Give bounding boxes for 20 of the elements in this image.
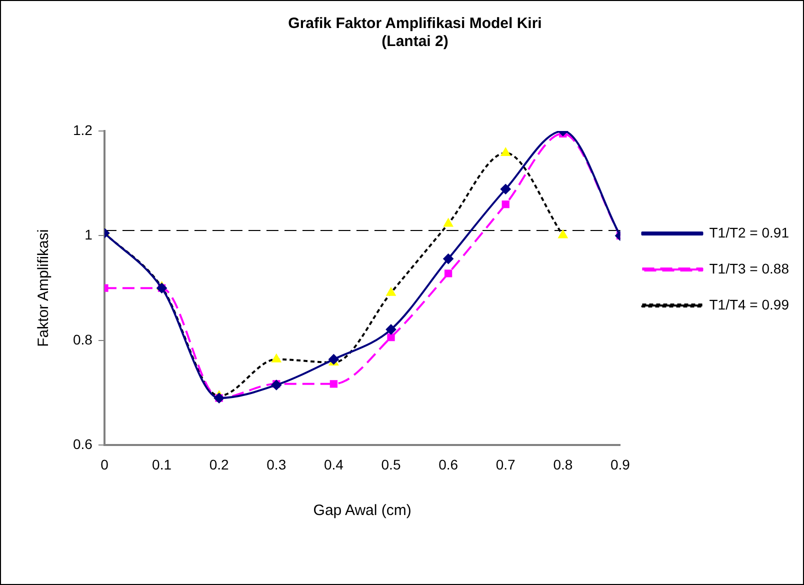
x-axis-title: Gap Awal (cm) (313, 502, 412, 520)
y-tick-label: 1.2 (72, 122, 93, 138)
x-tick-label: 0.4 (324, 456, 344, 472)
y-tick-label: 0.8 (72, 331, 93, 348)
x-tick-label: 0.2 (209, 456, 230, 472)
y-tick-label: 0.6 (72, 436, 93, 452)
x-tick-label: 0.1 (152, 456, 172, 472)
chart-title: Grafik Faktor Amplifikasi Model Kiri (Lantai 2) (288, 15, 542, 50)
x-tick-label: 0.8 (553, 456, 573, 472)
y-axis-title: Faktor Amplifikasi (35, 229, 52, 347)
x-tick-label: 0.3 (266, 456, 286, 472)
x-tick-label: 0.5 (381, 456, 401, 472)
x-tick-label: 0.6 (438, 456, 458, 472)
legend-label: T1/T3 = 0.88 (709, 260, 790, 276)
legend-label: T1/T4 = 0.99 (709, 296, 790, 312)
x-tick-label: 0.7 (496, 456, 516, 472)
x-tick-label: 0.9 (610, 456, 630, 472)
x-tick-label: 0 (100, 456, 109, 472)
legend-label: T1/T2 = 0.91 (709, 224, 790, 240)
y-tick-label: 1 (84, 226, 93, 243)
